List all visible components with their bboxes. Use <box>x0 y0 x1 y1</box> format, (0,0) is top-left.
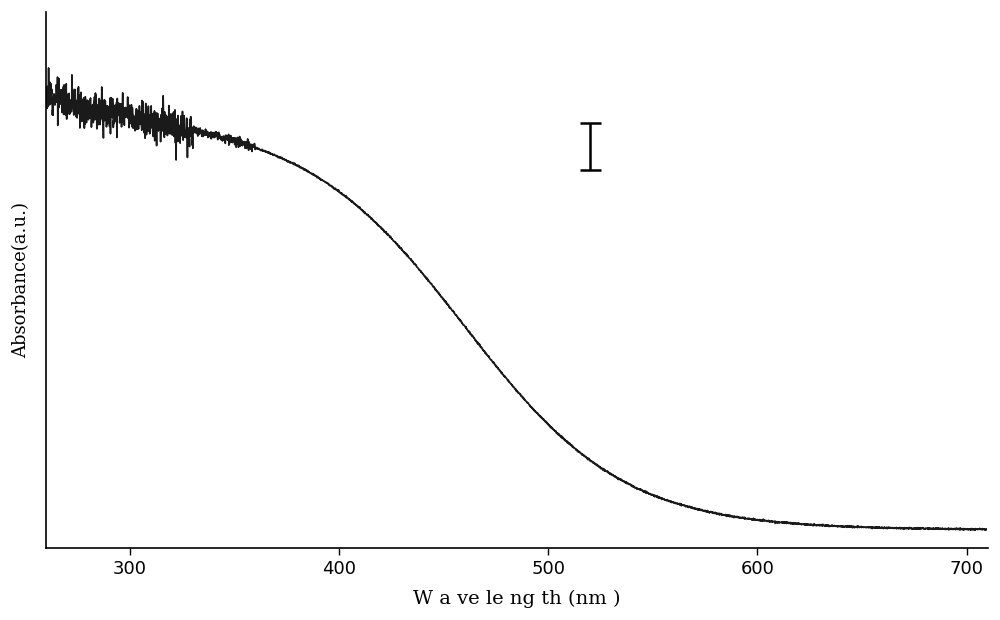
X-axis label: W a ve le ng th (nm ): W a ve le ng th (nm ) <box>413 589 621 608</box>
Y-axis label: Absorbance(a.u.): Absorbance(a.u.) <box>12 202 31 358</box>
